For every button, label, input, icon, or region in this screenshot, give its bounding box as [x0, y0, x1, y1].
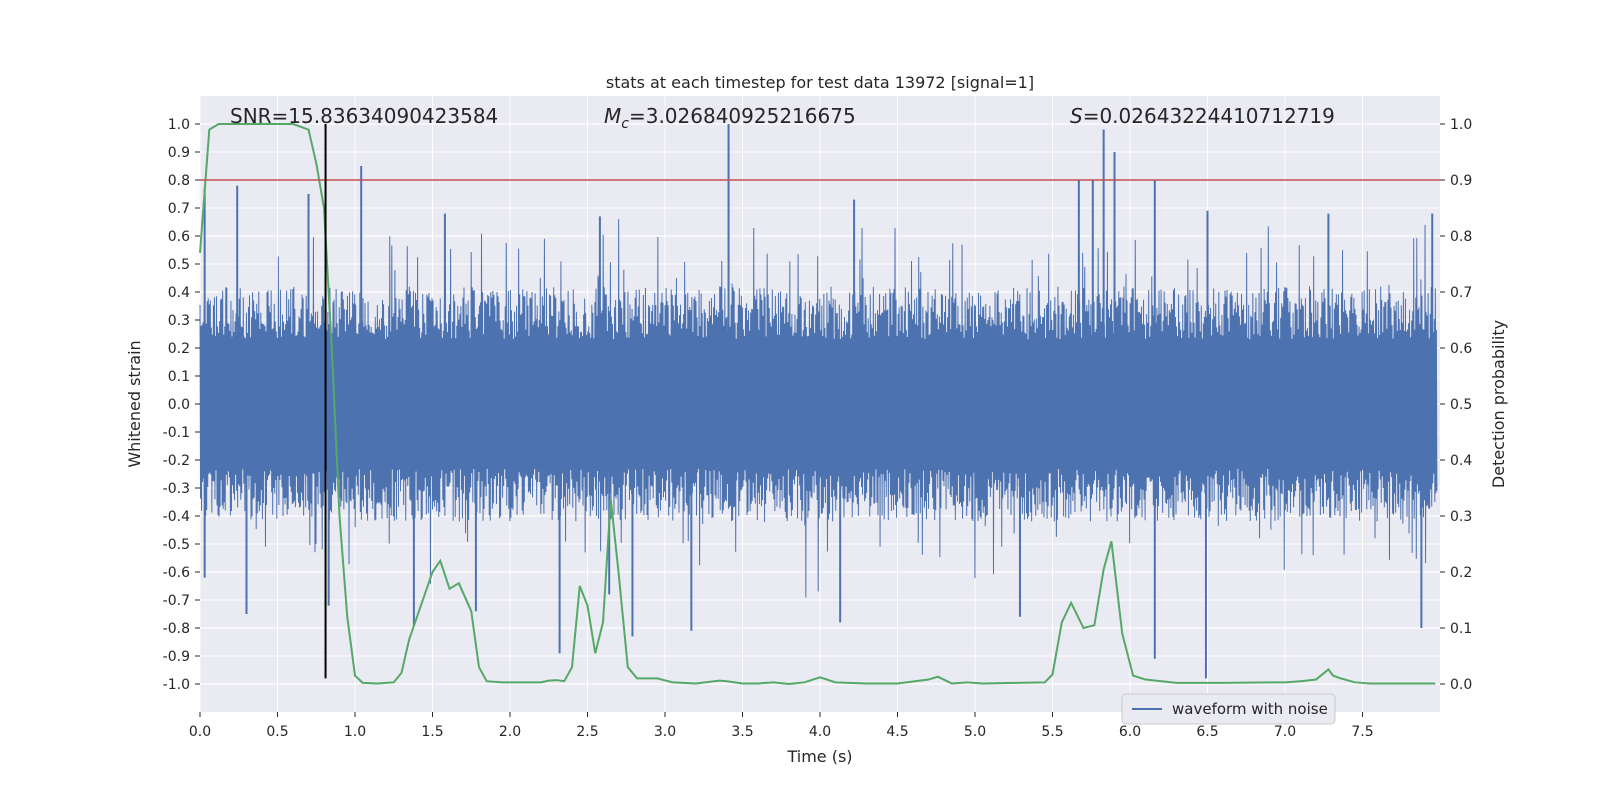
y-tick-label: 0.7 [168, 201, 190, 217]
y-tick-label: 1.0 [168, 117, 190, 133]
y-tick-label: -0.1 [163, 425, 190, 441]
x-tick-label: 7.0 [1274, 724, 1296, 740]
y-axis-left: -1.0 -0.9 -0.8 -0.7 -0.6 -0.5 -0.4 -0.3 -0.2 -0.1… [163, 117, 200, 693]
y2-tick-label: 0.8 [1450, 229, 1472, 245]
y2-tick-label: 0.7 [1450, 285, 1472, 301]
x-tick-label: 1.0 [344, 724, 366, 740]
legend-box [1121, 693, 1336, 725]
y-tick-label: -0.6 [163, 565, 190, 581]
y2-tick-label: 1.0 [1450, 117, 1472, 133]
snr-annotation: SNR=15.83634090423584 [230, 104, 498, 128]
y-tick-label: 0.0 [168, 397, 190, 413]
x-tick-label: 3.5 [731, 724, 753, 740]
s-value: =0.02643224410712719 [1083, 104, 1335, 128]
x-tick-label: 0.0 [189, 724, 211, 740]
probability-line [199, 123, 1436, 686]
y2-tick-label: 0.6 [1450, 341, 1472, 357]
x-tick-label: 6.5 [1196, 724, 1218, 740]
y-tick-label: 0.2 [168, 341, 190, 357]
y2-tick-label: 0.1 [1450, 621, 1472, 637]
y2-tick-label: 0.3 [1450, 509, 1472, 525]
y-tick-label: 0.3 [168, 313, 190, 329]
x-axis: 0.0 0.5 1.0 1.5 2.0 2.5 3.0 3.5 4.0 4.5 5.0 5.5 6.0 6… [189, 712, 1374, 740]
s-annotation: S=0.02643224410712719 [1070, 104, 1335, 128]
chart-title: stats at each timestep for test data 139… [606, 73, 1034, 92]
x-tick-label: 1.5 [421, 724, 443, 740]
x-tick-label: 2.5 [576, 724, 598, 740]
y2-axis-label: Detection probability [1489, 320, 1508, 488]
y-tick-label: 0.1 [168, 369, 190, 385]
y2-tick-label: 0.4 [1450, 453, 1472, 469]
mc-value: =3.026840925216675 [629, 104, 856, 128]
waveform-series [199, 124, 1438, 679]
x-tick-label: 4.0 [809, 724, 831, 740]
x-tick-label: 0.5 [266, 724, 288, 740]
x-tick-label: 4.5 [886, 724, 908, 740]
y-tick-label: -0.3 [163, 481, 190, 497]
y-tick-label: 0.8 [168, 173, 190, 189]
mc-symbol: M [604, 104, 621, 128]
y2-tick-label: 0.0 [1450, 677, 1472, 693]
x-tick-label: 6.0 [1119, 724, 1141, 740]
y-axis-label: Whitened strain [125, 340, 144, 467]
x-tick-label: 7.5 [1351, 724, 1373, 740]
x-tick-label: 2.0 [499, 724, 521, 740]
x-tick-label: 3.0 [654, 724, 676, 740]
y-tick-label: 0.5 [168, 257, 190, 273]
y-tick-label: 0.4 [168, 285, 190, 301]
mc-annotation: Mc=3.026840925216675 [604, 104, 856, 132]
y-tick-label: -0.2 [163, 453, 190, 469]
overlays [200, 124, 1440, 679]
y2-tick-label: 0.9 [1450, 173, 1472, 189]
y-axis-right: 0.0 0.1 0.2 0.3 0.4 0.5 0.6 0.7 0.8 0.9 1.0 [1440, 117, 1472, 693]
legend-label: waveform with noise [1172, 700, 1328, 718]
legend: waveform with noise [1121, 693, 1336, 725]
y-tick-label: -0.4 [163, 509, 190, 525]
y2-tick-label: 0.2 [1450, 565, 1472, 581]
x-axis-label: Time (s) [786, 747, 852, 766]
y2-tick-label: 0.5 [1450, 397, 1472, 413]
y-tick-label: -1.0 [163, 677, 190, 693]
mc-subscript: c [621, 116, 629, 132]
probability-series [199, 123, 1436, 686]
x-tick-label: 5.5 [1041, 724, 1063, 740]
y-tick-label: 0.6 [168, 229, 190, 245]
y-tick-label: -0.9 [163, 649, 190, 665]
y-tick-label: -0.8 [163, 621, 190, 637]
y-tick-label: -0.7 [163, 593, 190, 609]
y-tick-label: -0.5 [163, 537, 190, 553]
s-symbol: S [1070, 104, 1083, 128]
waveform-line [199, 219, 1438, 598]
x-tick-label: 5.0 [964, 724, 986, 740]
y-tick-label: 0.9 [168, 145, 190, 161]
